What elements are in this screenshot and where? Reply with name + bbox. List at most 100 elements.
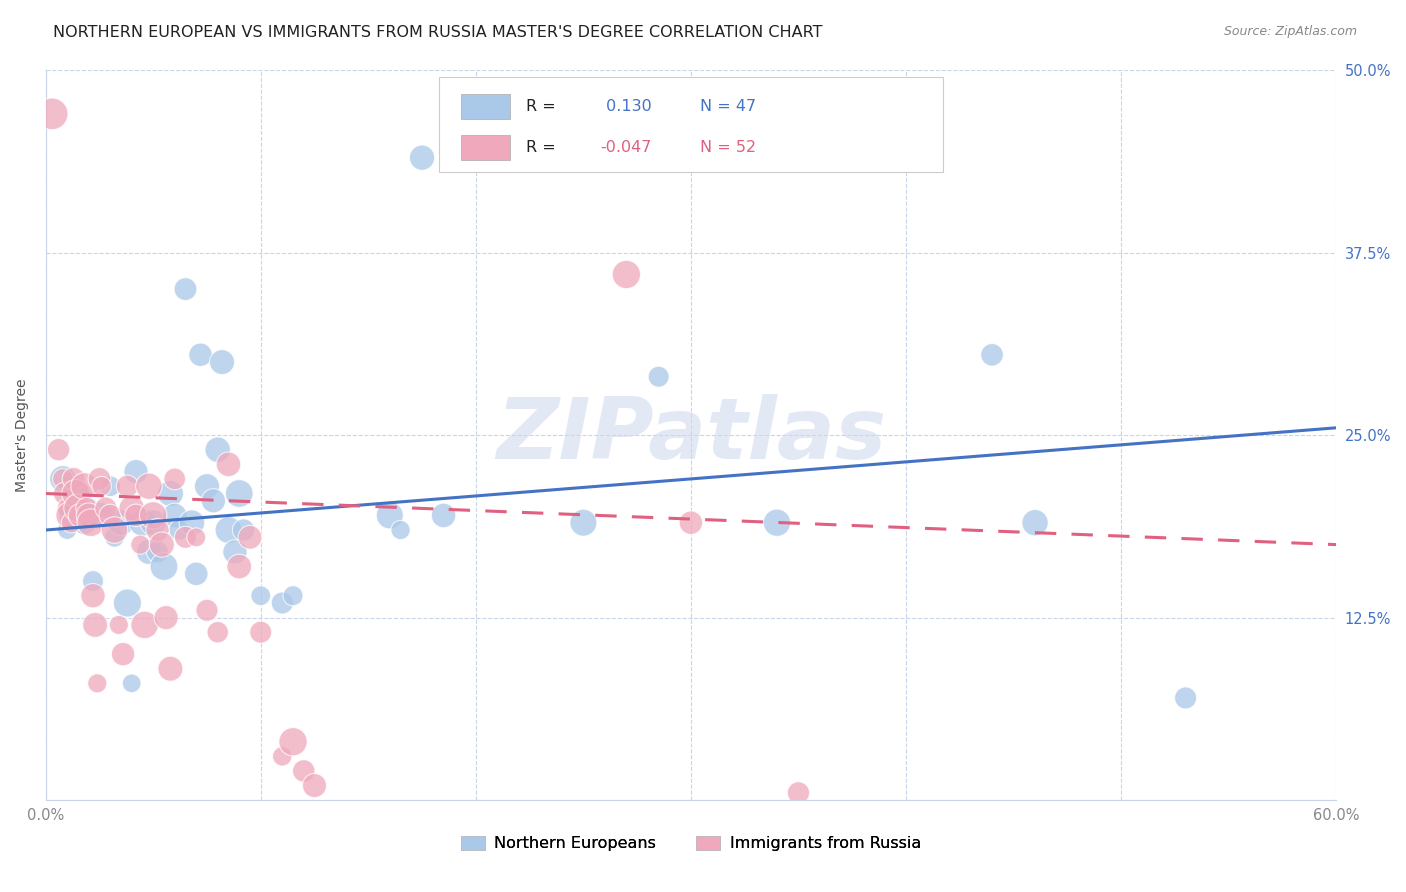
Point	[94, 501, 117, 516]
Point	[281, 735, 304, 749]
Point	[146, 523, 169, 537]
Point	[281, 589, 304, 603]
Point	[110, 516, 132, 530]
Text: R =: R =	[526, 140, 555, 155]
Point	[107, 618, 129, 632]
Point	[195, 603, 218, 617]
Point	[66, 501, 89, 516]
Point	[142, 508, 165, 523]
Point	[82, 589, 104, 603]
Point	[129, 538, 152, 552]
Point	[117, 479, 139, 493]
Point	[163, 508, 186, 523]
Point	[76, 501, 98, 516]
Point	[239, 530, 262, 544]
Point	[218, 458, 240, 472]
Y-axis label: Master's Degree: Master's Degree	[15, 378, 30, 491]
Point	[48, 442, 70, 457]
Text: Source: ZipAtlas.com: Source: ZipAtlas.com	[1223, 25, 1357, 38]
Text: -0.047: -0.047	[600, 140, 652, 155]
Point	[207, 442, 229, 457]
Point	[69, 508, 91, 523]
FancyBboxPatch shape	[439, 78, 942, 172]
Text: N = 52: N = 52	[700, 140, 756, 155]
Point	[174, 530, 197, 544]
Point	[121, 676, 143, 690]
Point	[249, 589, 271, 603]
Point	[142, 516, 165, 530]
Text: ZIPatlas: ZIPatlas	[496, 393, 886, 476]
Point	[138, 479, 160, 493]
Point	[195, 479, 218, 493]
Point	[207, 625, 229, 640]
Point	[211, 355, 233, 369]
Point	[103, 523, 125, 537]
Point	[1174, 690, 1197, 705]
Point	[52, 472, 75, 486]
Point	[232, 523, 254, 537]
Point	[89, 472, 111, 486]
Point	[134, 618, 156, 632]
Point	[766, 516, 789, 530]
Point	[138, 545, 160, 559]
Point	[73, 516, 96, 530]
Point	[981, 348, 1004, 362]
Point	[98, 508, 121, 523]
Point	[131, 516, 153, 530]
Point	[155, 610, 177, 624]
Point	[41, 107, 63, 121]
Point	[146, 545, 169, 559]
Point	[112, 647, 135, 661]
Point	[66, 486, 89, 500]
Point	[103, 530, 125, 544]
Point	[62, 472, 84, 486]
Point	[202, 493, 225, 508]
Point	[52, 472, 75, 486]
Point	[56, 501, 79, 516]
Point	[411, 151, 433, 165]
Point	[60, 516, 83, 530]
Point	[163, 472, 186, 486]
Point	[58, 508, 80, 523]
Point	[153, 559, 176, 574]
Legend: Northern Europeans, Immigrants from Russia: Northern Europeans, Immigrants from Russ…	[454, 830, 928, 858]
Point	[53, 486, 76, 500]
Point	[432, 508, 454, 523]
Point	[572, 516, 595, 530]
Point	[271, 749, 294, 764]
Point	[159, 486, 181, 500]
Text: NORTHERN EUROPEAN VS IMMIGRANTS FROM RUSSIA MASTER'S DEGREE CORRELATION CHART: NORTHERN EUROPEAN VS IMMIGRANTS FROM RUS…	[53, 25, 823, 40]
Text: N = 47: N = 47	[700, 99, 756, 114]
Text: R =: R =	[526, 99, 555, 114]
Point	[181, 516, 204, 530]
FancyBboxPatch shape	[461, 135, 510, 160]
Point	[292, 764, 315, 778]
Point	[378, 508, 401, 523]
Point	[89, 508, 111, 523]
Point	[616, 268, 638, 282]
Point	[80, 516, 103, 530]
Point	[679, 516, 702, 530]
Point	[60, 508, 83, 523]
Point	[84, 618, 107, 632]
Point	[150, 538, 173, 552]
Point	[86, 676, 108, 690]
Point	[125, 465, 148, 479]
Point	[1024, 516, 1046, 530]
Point	[186, 530, 208, 544]
Point	[159, 662, 181, 676]
Point	[249, 625, 271, 640]
Point	[167, 523, 190, 537]
Point	[218, 523, 240, 537]
Point	[121, 501, 143, 516]
Point	[389, 523, 412, 537]
Point	[186, 566, 208, 581]
Point	[224, 545, 246, 559]
Point	[73, 479, 96, 493]
Point	[190, 348, 212, 362]
Point	[98, 479, 121, 493]
Point	[228, 486, 250, 500]
Point	[65, 486, 87, 500]
Point	[117, 596, 139, 610]
Point	[82, 574, 104, 588]
